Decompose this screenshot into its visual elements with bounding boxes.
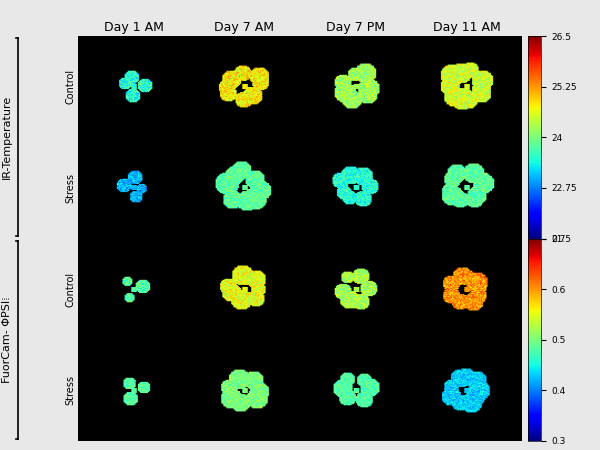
Text: IR-Temperature: IR-Temperature xyxy=(2,95,12,180)
Text: Stress: Stress xyxy=(65,173,75,203)
Text: Stress: Stress xyxy=(65,375,75,405)
Text: FuorCam- ΦPSI⁞: FuorCam- ΦPSI⁞ xyxy=(2,297,12,383)
Text: Day 1 AM: Day 1 AM xyxy=(104,21,163,34)
Text: Day 7 AM: Day 7 AM xyxy=(215,21,275,34)
Text: Day 11 AM: Day 11 AM xyxy=(433,21,500,34)
Text: Control: Control xyxy=(65,271,75,307)
Text: Day 7 PM: Day 7 PM xyxy=(326,21,385,34)
Text: Control: Control xyxy=(65,69,75,104)
